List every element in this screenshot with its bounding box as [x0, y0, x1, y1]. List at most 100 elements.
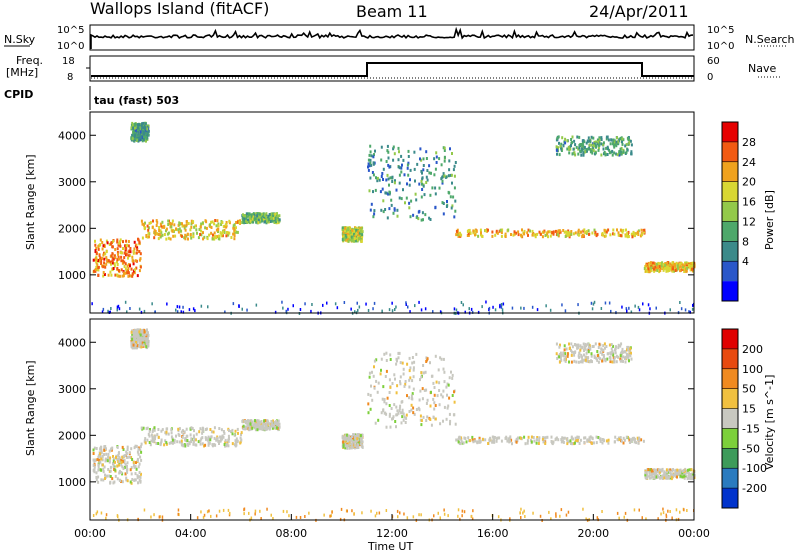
velocity-cell — [97, 454, 100, 458]
power-cell — [95, 260, 98, 264]
velocity-cell — [561, 439, 564, 443]
power-cell — [572, 147, 575, 151]
power-cell — [347, 239, 350, 243]
power-cell — [419, 157, 421, 161]
power-cell — [162, 225, 165, 229]
power-cell — [500, 305, 503, 309]
power-cell — [146, 125, 149, 129]
power-cell — [668, 269, 671, 272]
velocity-cell — [255, 424, 258, 428]
power-cell — [244, 217, 247, 221]
velocity-cell — [170, 435, 173, 439]
velocity-cell — [453, 390, 455, 394]
velocity-cell — [585, 344, 587, 348]
velocity-cell — [265, 422, 268, 426]
power-cell — [453, 215, 456, 219]
power-cell — [265, 221, 268, 225]
power-cell — [368, 153, 371, 157]
velocity-cell — [250, 426, 253, 430]
power-cell — [637, 229, 640, 233]
velocity-cell — [606, 352, 609, 356]
velocity-cell — [644, 471, 647, 475]
velocity-cell — [132, 343, 135, 347]
power-cbar-swatch-3 — [722, 221, 738, 242]
velocity-cell — [136, 476, 139, 480]
power-cell — [513, 230, 516, 234]
power-cell — [389, 176, 392, 180]
power-cell — [183, 226, 186, 230]
velocity-cell — [190, 426, 193, 430]
velocity-cell — [433, 386, 436, 389]
power-cell — [154, 230, 157, 233]
velocity-cell — [497, 515, 500, 519]
velocity-cell — [112, 462, 114, 465]
velocity-cell — [120, 463, 123, 467]
power-cell — [131, 137, 134, 141]
power-cell — [574, 231, 577, 235]
power-cell — [142, 121, 145, 125]
power-cell — [128, 254, 131, 257]
velocity-cell — [243, 419, 246, 423]
velocity-cell — [99, 460, 102, 464]
velocity-cell — [422, 364, 425, 367]
power-cell — [278, 214, 281, 218]
power-cell — [349, 230, 352, 234]
velocity-cell — [500, 439, 503, 443]
power-cell — [109, 310, 111, 314]
power-cell — [603, 150, 606, 154]
velocity-cell — [524, 442, 527, 446]
velocity-cell — [566, 352, 569, 356]
velocity-cell — [141, 338, 144, 342]
power-cell — [274, 212, 277, 216]
power-cell — [673, 267, 676, 271]
power-cell — [215, 228, 218, 232]
velocity-cell — [682, 473, 685, 477]
power-cell — [104, 265, 107, 269]
power-cell — [124, 244, 127, 248]
velocity-cell — [353, 433, 355, 437]
power-cell — [173, 223, 176, 227]
power-cell — [174, 234, 177, 238]
power-cell — [101, 247, 104, 251]
power-cell — [384, 208, 387, 211]
nave-tick-bottom: 0 — [707, 72, 713, 83]
velocity-cell — [133, 330, 136, 333]
power-cell — [556, 233, 559, 237]
power-cell — [434, 186, 437, 190]
power-cell — [611, 153, 614, 157]
power-cell — [682, 267, 685, 271]
velocity-cell — [107, 455, 110, 459]
velocity-cell — [665, 513, 667, 517]
power-cell — [626, 232, 629, 235]
power-cell — [606, 145, 609, 149]
power-cell — [133, 135, 136, 139]
velocity-cell — [173, 438, 176, 442]
power-cell — [407, 149, 410, 153]
velocity-cell — [620, 342, 623, 346]
power-cell — [138, 269, 141, 273]
velocity-cell — [581, 358, 584, 362]
power-cell — [105, 239, 108, 243]
power-cell — [523, 229, 526, 233]
velocity-cell — [570, 360, 573, 364]
power-cell — [407, 305, 409, 309]
power-cell — [97, 273, 100, 277]
power-cell — [110, 273, 113, 277]
velocity-cell — [151, 430, 154, 433]
velocity-cell — [419, 414, 422, 418]
power-cell — [435, 155, 438, 159]
power-cell — [567, 233, 570, 237]
velocity-cell — [219, 435, 222, 439]
velocity-cell — [610, 352, 613, 356]
power-cell — [455, 308, 458, 312]
power-cell — [583, 228, 586, 232]
velocity-cell — [429, 361, 431, 365]
velocity-cell — [452, 413, 455, 417]
velocity-cell — [138, 338, 141, 342]
velocity-cell — [433, 407, 436, 411]
velocity-cell — [208, 509, 210, 513]
velocity-cell — [135, 329, 138, 333]
velocity-cell — [601, 352, 604, 356]
velocity-cell — [627, 353, 630, 357]
velocity-cell — [404, 380, 407, 383]
